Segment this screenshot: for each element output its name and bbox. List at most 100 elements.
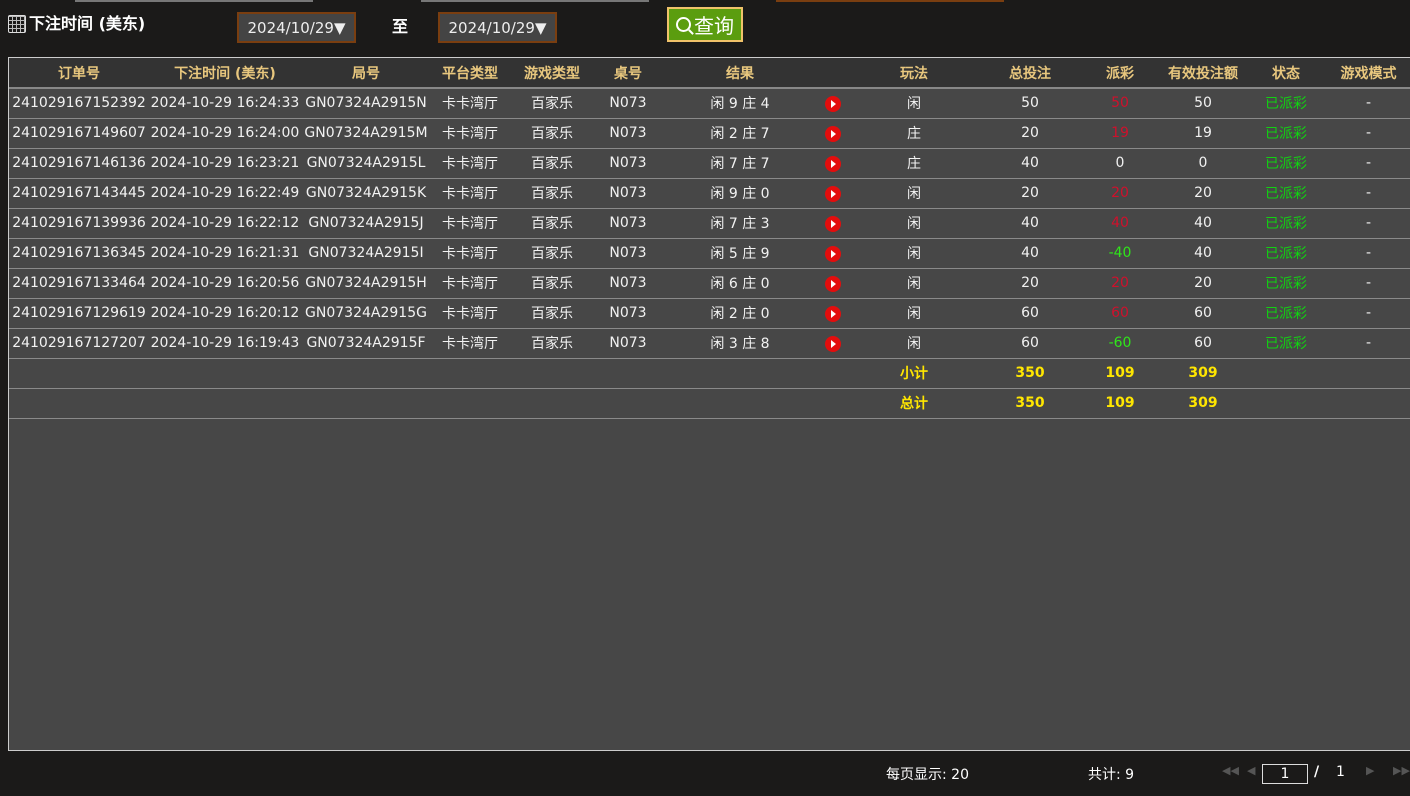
table-row: 241029167136345 2024-10-29 16:21:31 GN0732…	[9, 238, 1410, 269]
summary-cell	[1327, 388, 1410, 419]
column-header: 平台类型	[431, 58, 509, 89]
summary-cell: 350	[981, 388, 1079, 419]
cell-total: 20	[981, 178, 1079, 209]
cell-time: 2024-10-29 16:23:21	[149, 148, 301, 179]
cell-time: 2024-10-29 16:24:33	[149, 88, 301, 119]
replay-cell	[819, 88, 847, 119]
cell-table: N073	[595, 208, 661, 239]
column-header	[819, 58, 847, 89]
play-video-icon[interactable]	[825, 336, 841, 352]
cell-table: N073	[595, 298, 661, 329]
summary-cell: 309	[1161, 388, 1245, 419]
cell-time: 2024-10-29 16:22:12	[149, 208, 301, 239]
play-video-icon[interactable]	[825, 126, 841, 142]
last-page-icon[interactable]: ▶▶	[1393, 764, 1410, 777]
column-header: 游戏类型	[509, 58, 595, 89]
cell-platform: 卡卡湾厅	[431, 298, 509, 329]
cell-status: 已派彩	[1245, 88, 1327, 119]
cell-bet-type: 闲	[847, 238, 981, 269]
cell-mode: -	[1327, 88, 1410, 119]
cell-round: GN07324A2915H	[301, 268, 431, 299]
summary-cell	[301, 388, 431, 419]
cell-platform: 卡卡湾厅	[431, 148, 509, 179]
cell-game: 百家乐	[509, 238, 595, 269]
top-bar-fragment	[776, 0, 1004, 2]
cell-status: 已派彩	[1245, 118, 1327, 149]
page-input[interactable]: 1	[1262, 764, 1308, 784]
summary-cell	[509, 388, 595, 419]
play-video-icon[interactable]	[825, 96, 841, 113]
play-video-icon[interactable]	[825, 306, 841, 322]
cell-total: 40	[981, 208, 1079, 239]
cell-bet-type: 闲	[847, 208, 981, 239]
cell-order: 241029167127207	[9, 328, 149, 359]
cell-game: 百家乐	[509, 298, 595, 329]
cell-payout: 20	[1079, 178, 1161, 209]
replay-cell	[819, 178, 847, 209]
prev-page-icon[interactable]: ◀	[1247, 764, 1256, 777]
date-filter-label: 下注时间 (美东)	[8, 10, 145, 34]
start-date-select[interactable]: 2024/10/29 ▼	[237, 12, 356, 43]
grand-total-row: 总计 350 109 309	[9, 388, 1410, 419]
column-header: 总投注	[981, 58, 1079, 89]
cell-order: 241029167133464	[9, 268, 149, 299]
cell-bet-type: 闲	[847, 88, 981, 119]
query-button[interactable]: 查询	[667, 7, 743, 42]
play-video-icon[interactable]	[825, 216, 841, 232]
cell-table: N073	[595, 118, 661, 149]
play-video-icon[interactable]	[825, 246, 841, 262]
play-video-icon[interactable]	[825, 276, 841, 292]
page-count: 1	[1336, 764, 1345, 780]
summary-cell: 小计	[847, 358, 981, 389]
cell-status: 已派彩	[1245, 298, 1327, 329]
cell-total: 60	[981, 298, 1079, 329]
cell-mode: -	[1327, 328, 1410, 359]
to-label: 至	[392, 17, 409, 36]
cell-valid: 40	[1161, 208, 1245, 239]
summary-cell	[819, 388, 847, 419]
cell-platform: 卡卡湾厅	[431, 268, 509, 299]
cell-status: 已派彩	[1245, 178, 1327, 209]
next-page-icon[interactable]: ▶	[1366, 764, 1375, 777]
cell-table: N073	[595, 148, 661, 179]
cell-valid: 20	[1161, 268, 1245, 299]
cell-platform: 卡卡湾厅	[431, 88, 509, 119]
play-video-icon[interactable]	[825, 156, 841, 172]
summary-cell	[149, 358, 301, 389]
cell-bet-type: 庄	[847, 148, 981, 179]
cell-valid: 60	[1161, 328, 1245, 359]
cell-result: 闲 5 庄 9	[661, 238, 819, 269]
summary-cell	[1327, 358, 1410, 389]
cell-payout: 40	[1079, 208, 1161, 239]
summary-cell: 309	[1161, 358, 1245, 389]
column-header: 订单号	[9, 58, 149, 89]
cell-order: 241029167129619	[9, 298, 149, 329]
play-video-icon[interactable]	[825, 186, 841, 202]
cell-valid: 20	[1161, 178, 1245, 209]
cell-payout: 19	[1079, 118, 1161, 149]
cell-total: 40	[981, 238, 1079, 269]
cell-platform: 卡卡湾厅	[431, 328, 509, 359]
first-page-icon[interactable]: ◀◀	[1222, 764, 1239, 777]
summary-cell	[595, 358, 661, 389]
table-row: 241029167129619 2024-10-29 16:20:12 GN0732…	[9, 298, 1410, 329]
column-header: 状态	[1245, 58, 1327, 89]
cell-result: 闲 9 庄 0	[661, 178, 819, 209]
cell-mode: -	[1327, 208, 1410, 239]
cell-payout: -40	[1079, 238, 1161, 269]
end-date-select[interactable]: 2024/10/29 ▼	[438, 12, 557, 43]
replay-cell	[819, 148, 847, 179]
dropdown-arrow-icon: ▼	[333, 18, 346, 37]
cell-table: N073	[595, 268, 661, 299]
cell-game: 百家乐	[509, 268, 595, 299]
cell-result: 闲 7 庄 3	[661, 208, 819, 239]
cell-table: N073	[595, 178, 661, 209]
cell-order: 241029167143445	[9, 178, 149, 209]
summary-cell	[509, 358, 595, 389]
summary-cell	[431, 358, 509, 389]
summary-cell	[301, 358, 431, 389]
cell-payout: 60	[1079, 298, 1161, 329]
cell-round: GN07324A2915M	[301, 118, 431, 149]
search-icon	[676, 17, 691, 32]
cell-table: N073	[595, 328, 661, 359]
